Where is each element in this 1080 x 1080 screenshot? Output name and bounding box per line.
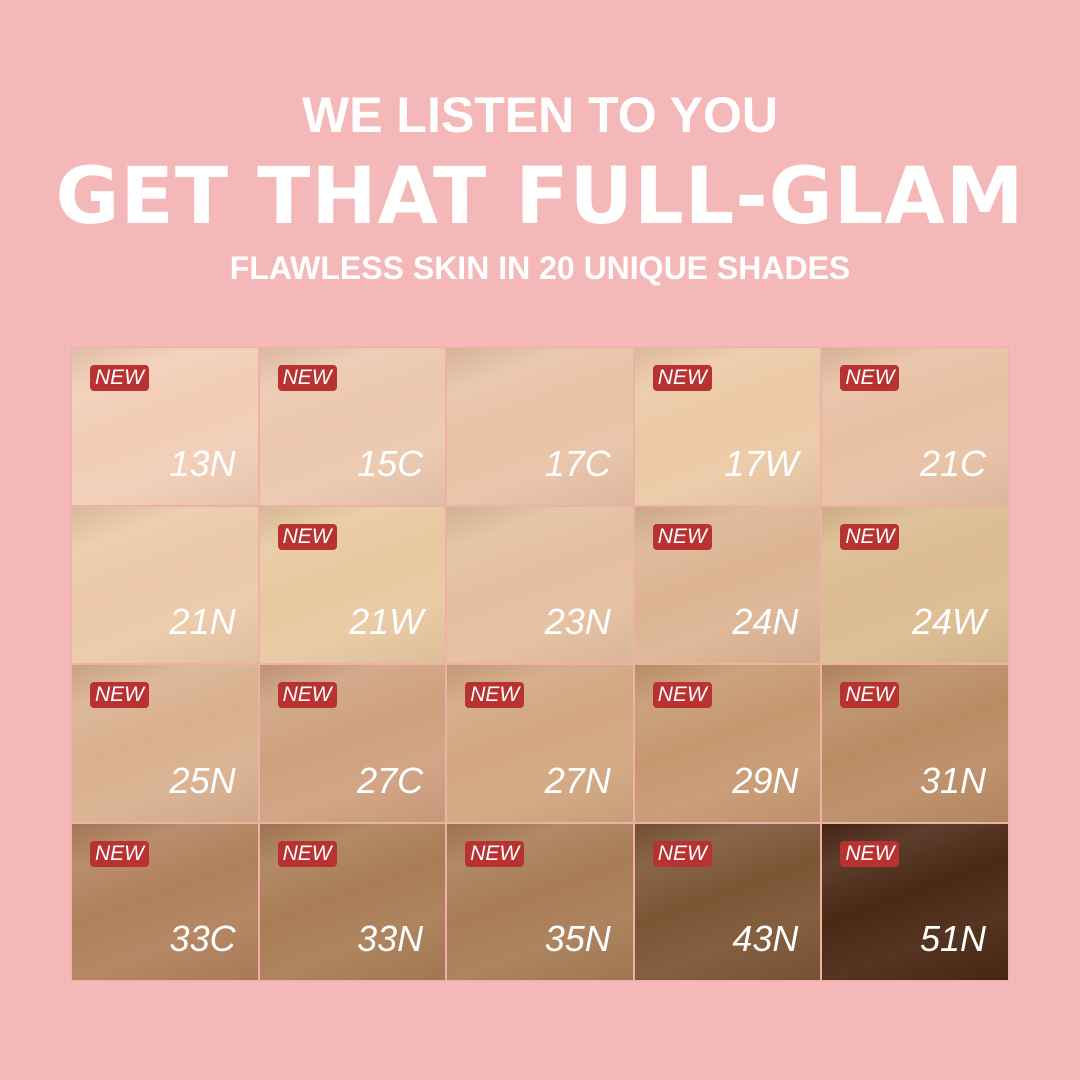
shade-label: 35N xyxy=(544,918,611,959)
shade-label: 21N xyxy=(169,601,236,642)
shade-swatch-24n: NEW 24N xyxy=(634,506,821,663)
new-badge: NEW xyxy=(90,682,149,708)
new-badge: NEW xyxy=(840,840,900,867)
shade-label: 13N xyxy=(169,442,236,484)
new-badge: NEW xyxy=(840,523,900,550)
shade-swatch-33n: NEW 33N xyxy=(259,823,446,980)
shade-swatch-21n: 21N xyxy=(72,506,258,663)
shade-swatch-51n: NEW 51N xyxy=(822,823,1008,980)
shade-label: 29N xyxy=(732,759,799,801)
shade-label: 15C xyxy=(357,442,424,484)
shade-swatch-33c: NEW 33C xyxy=(72,823,258,980)
new-badge: NEW xyxy=(652,523,712,550)
shade-label: 21C xyxy=(919,442,986,484)
shade-label: 17W xyxy=(724,442,799,484)
shade-swatch-15c: NEW 15C xyxy=(259,348,446,505)
shade-label: 17C xyxy=(544,442,611,484)
new-badge: NEW xyxy=(277,523,337,550)
shade-grid: NEW 13N NEW 15C 17C NEW 17W NEW 21C 21N NEW 21W 23N N… xyxy=(71,347,1009,981)
shade-label: 24N xyxy=(732,601,799,642)
new-badge: NEW xyxy=(90,365,149,391)
new-badge: NEW xyxy=(652,682,712,708)
shade-swatch-24w: NEW 24W xyxy=(822,506,1008,663)
shade-swatch-27n: NEW 27N xyxy=(447,665,633,822)
new-badge: NEW xyxy=(840,682,900,708)
shade-label: 25N xyxy=(169,759,236,801)
shade-swatch-29n: NEW 29N xyxy=(634,665,821,822)
shade-label: 24W xyxy=(911,601,986,642)
shade-label: 21W xyxy=(349,601,424,642)
shade-swatch-31n: NEW 31N xyxy=(822,665,1008,822)
shade-swatch-13n: NEW 13N xyxy=(72,348,258,505)
shade-swatch-23n: 23N xyxy=(447,506,633,663)
new-badge: NEW xyxy=(652,365,712,391)
new-badge: NEW xyxy=(465,840,525,867)
shade-swatch-27c: NEW 27C xyxy=(259,665,446,822)
shade-swatch-21c: NEW 21C xyxy=(822,348,1008,505)
shade-swatch-35n: NEW 35N xyxy=(447,823,633,980)
shade-label: 43N xyxy=(732,918,799,959)
new-badge: NEW xyxy=(840,365,900,391)
shade-label: 33C xyxy=(169,918,236,959)
shade-swatch-21w: NEW 21W xyxy=(259,506,446,663)
new-badge: NEW xyxy=(90,840,149,867)
shade-label: 31N xyxy=(919,759,986,801)
shade-label: 27N xyxy=(544,759,611,801)
shade-label: 51N xyxy=(919,918,986,959)
subheadline: FLAWLESS SKIN IN 20 UNIQUE SHADES xyxy=(229,250,851,286)
shade-label: 23N xyxy=(544,601,611,642)
new-badge: NEW xyxy=(277,840,337,867)
headline-top: WE LISTEN TO YOU xyxy=(302,87,778,143)
shade-label: 27C xyxy=(357,759,424,801)
shade-swatch-17w: NEW 17W xyxy=(634,348,821,505)
shade-swatch-17c: 17C xyxy=(447,348,633,505)
shade-swatch-25n: NEW 25N xyxy=(72,665,258,822)
shade-swatch-43n: NEW 43N xyxy=(634,823,821,980)
new-badge: NEW xyxy=(652,840,712,867)
headline-main: GET THAT FULL-GLAM xyxy=(55,152,1025,242)
shade-label: 33N xyxy=(357,918,424,959)
new-badge: NEW xyxy=(277,365,337,391)
new-badge: NEW xyxy=(465,682,525,708)
new-badge: NEW xyxy=(277,682,337,708)
